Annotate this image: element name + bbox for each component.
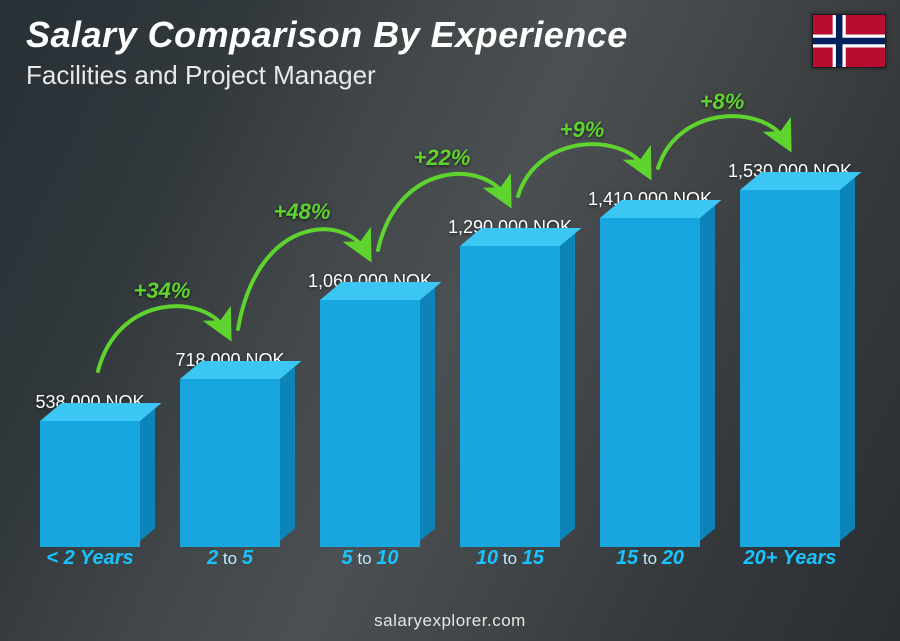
x-axis-label: 10 to 15 <box>440 547 580 577</box>
x-axis-label: 15 to 20 <box>580 547 720 577</box>
bar-front <box>320 300 420 547</box>
bar-side <box>280 360 295 541</box>
bar-top <box>320 282 441 300</box>
jump-label: +34% <box>134 278 191 304</box>
bar-top <box>180 361 301 379</box>
jump-label: +9% <box>560 117 605 143</box>
bar: 1,530,000 NOK <box>720 161 860 547</box>
bar: 1,290,000 NOK <box>440 217 580 547</box>
bar-3d <box>180 379 280 547</box>
bar-3d <box>320 300 420 547</box>
x-axis-label: 2 to 5 <box>160 547 300 577</box>
bar-3d <box>40 421 140 547</box>
bar-front <box>40 421 140 547</box>
bar-3d <box>460 246 560 547</box>
bar-side <box>700 199 715 541</box>
bar-front <box>180 379 280 547</box>
bar-front <box>740 190 840 547</box>
footer-credit: salaryexplorer.com <box>0 611 900 631</box>
x-axis: < 2 Years2 to 55 to 1010 to 1515 to 2020… <box>20 547 860 577</box>
bars-container: 538,000 NOK718,000 NOK1,060,000 NOK1,290… <box>20 110 860 547</box>
bar-top <box>40 403 161 421</box>
salary-bar-chart: 538,000 NOK718,000 NOK1,060,000 NOK1,290… <box>20 110 860 577</box>
jump-label: +8% <box>700 89 745 115</box>
bar-top <box>460 228 581 246</box>
bar-side <box>140 402 155 541</box>
infographic-canvas: Salary Comparison By Experience Faciliti… <box>0 0 900 641</box>
bar: 1,060,000 NOK <box>300 271 440 547</box>
x-axis-label: 5 to 10 <box>300 547 440 577</box>
norway-flag-icon <box>812 14 886 68</box>
jump-label: +22% <box>414 145 471 171</box>
bar-front <box>460 246 560 547</box>
bar: 1,410,000 NOK <box>580 189 720 547</box>
page-title: Salary Comparison By Experience <box>26 14 628 56</box>
bar-top <box>600 200 721 218</box>
bar: 718,000 NOK <box>160 350 300 547</box>
bar-3d <box>740 190 840 547</box>
jump-label: +48% <box>274 199 331 225</box>
bar-top <box>740 172 861 190</box>
bar-3d <box>600 218 700 547</box>
bar-front <box>600 218 700 547</box>
bar-side <box>420 281 435 541</box>
bar: 538,000 NOK <box>20 392 160 547</box>
bar-side <box>840 171 855 541</box>
page-subtitle: Facilities and Project Manager <box>26 60 376 91</box>
x-axis-label: 20+ Years <box>720 547 860 577</box>
bar-side <box>560 227 575 541</box>
x-axis-label: < 2 Years <box>20 547 160 577</box>
